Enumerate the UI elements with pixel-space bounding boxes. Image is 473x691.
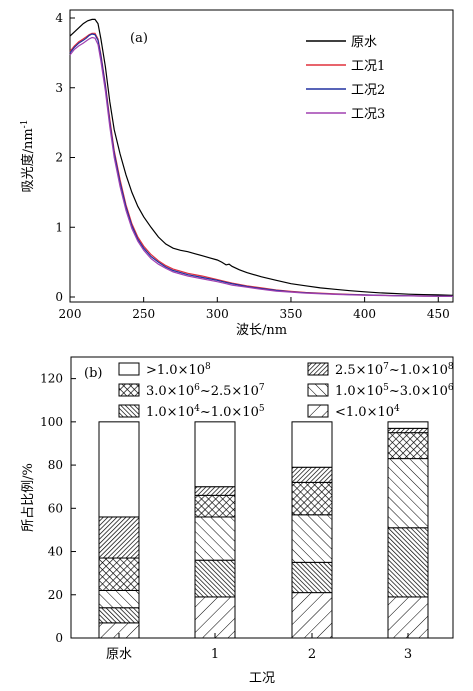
bar-segment	[194, 516, 236, 561]
plot-a-x-ticks: 200 250 300 350 400 450	[59, 297, 450, 321]
legend-label: >1.0×108	[146, 362, 211, 378]
legend-swatch	[307, 404, 329, 418]
x-tick-label: 1	[211, 647, 219, 662]
legend-swatch	[307, 383, 329, 397]
plot-a-y-axis-label: 吸光度/nm-1	[20, 120, 36, 193]
x-tick-label: 300	[206, 307, 229, 321]
y-tick-label: 2	[55, 151, 63, 165]
bar-segment	[194, 559, 236, 598]
x-tick-label: 2	[308, 647, 316, 662]
plot-a-frame	[69, 9, 454, 303]
plot-b-x-axis-label: 工况	[249, 671, 275, 686]
bar-segment	[194, 486, 236, 496]
bar-segment	[291, 421, 333, 468]
bar-segment	[194, 494, 236, 518]
x-tick-label: 350	[280, 307, 303, 321]
plot-a-y-ticks: 0 1 2 3 4	[55, 11, 75, 304]
bar-segment	[291, 514, 333, 563]
x-tick-label: 400	[353, 307, 376, 321]
bar-segment	[98, 421, 140, 518]
bar-segment	[98, 589, 140, 609]
bar-segment	[291, 466, 333, 483]
bar-segment	[194, 596, 236, 639]
y-tick-label: 40	[48, 545, 63, 559]
bar-segment	[98, 557, 140, 591]
x-tick-label: 200	[59, 307, 82, 321]
legend-swatch	[118, 362, 140, 376]
plot-b-bars	[98, 421, 429, 639]
bar-segment	[387, 458, 429, 529]
bar-segment	[387, 432, 429, 460]
legend-label: 2.5×107~1.0×108	[335, 362, 454, 378]
bar-segment	[291, 592, 333, 639]
y-tick-label: 80	[48, 458, 63, 472]
bar-segment	[387, 527, 429, 598]
panel-b-stacked-bar-chart: 原水 1 2 3 0 20 40 60 80 100 120 (b) 工况 所占比例/% >1.0…	[21, 356, 454, 686]
bar-segment	[291, 481, 333, 516]
bar-segment	[194, 421, 236, 488]
y-tick-label: 60	[48, 501, 63, 515]
bar-segment	[387, 427, 429, 434]
legend-swatch	[118, 404, 140, 418]
x-tick-label: 450	[427, 307, 450, 321]
legend-label: 工况1	[351, 59, 385, 74]
y-tick-label: 1	[55, 220, 63, 234]
series-line-2	[69, 32, 454, 297]
svg-text:吸光度/nm-1: 吸光度/nm-1	[20, 120, 36, 193]
bar-segment	[98, 516, 140, 559]
series-line-4	[69, 36, 454, 297]
y-tick-label: 100	[40, 415, 63, 429]
plot-b-y-axis-label: 所占比例/%	[21, 463, 36, 532]
x-tick-label: 3	[404, 647, 412, 662]
y-tick-label: 20	[48, 588, 63, 602]
legend-label: 1.0×104~1.0×105	[146, 404, 265, 420]
panel-b-label: (b)	[84, 366, 102, 381]
plot-b-y-ticks: 0 20 40 60 80 100 120	[40, 372, 76, 645]
plot-a-x-axis-label: 波长/nm	[236, 323, 287, 338]
legend-swatch	[118, 383, 140, 397]
legend-label: 原水	[351, 35, 377, 50]
plot-a-y-axis-label-exponent: -1	[20, 120, 30, 129]
panel-a-label: (a)	[130, 31, 148, 46]
legend-label: 3.0×106~2.5×107	[146, 383, 265, 399]
y-tick-label: 0	[55, 631, 63, 645]
legend-label: 工况2	[351, 83, 385, 98]
plot-b-x-ticks: 原水 1 2 3	[106, 633, 412, 662]
legend-label: 1.0×105~3.0×106	[335, 383, 454, 399]
plot-b-legend: >1.0×108 2.5×107~1.0×108 3.0×106~2.5×107 1.…	[118, 362, 454, 420]
bar-segment	[291, 561, 333, 594]
bar-segment	[387, 421, 429, 429]
x-tick-label: 250	[132, 307, 155, 321]
x-tick-label: 原水	[106, 647, 132, 662]
legend-label: <1.0×104	[335, 404, 400, 420]
plot-b-frame	[70, 356, 454, 639]
y-tick-label: 3	[55, 81, 63, 95]
panel-a-line-chart: 200 250 300 350 400 450 0 1 2 3 4 (a) 波长/nm 吸光度/n…	[20, 9, 454, 338]
legend-label: 工况3	[351, 107, 385, 122]
y-tick-label: 0	[55, 290, 63, 304]
series-line-1	[69, 18, 454, 296]
bar-segment	[387, 596, 429, 639]
plot-a-series	[69, 18, 454, 297]
y-tick-label: 4	[55, 11, 63, 25]
y-tick-label: 120	[40, 372, 63, 386]
legend-swatch	[307, 362, 329, 376]
plot-a-y-axis-label-text: 吸光度/nm	[20, 128, 36, 192]
bar-segment	[98, 607, 140, 624]
series-line-3	[69, 33, 454, 297]
